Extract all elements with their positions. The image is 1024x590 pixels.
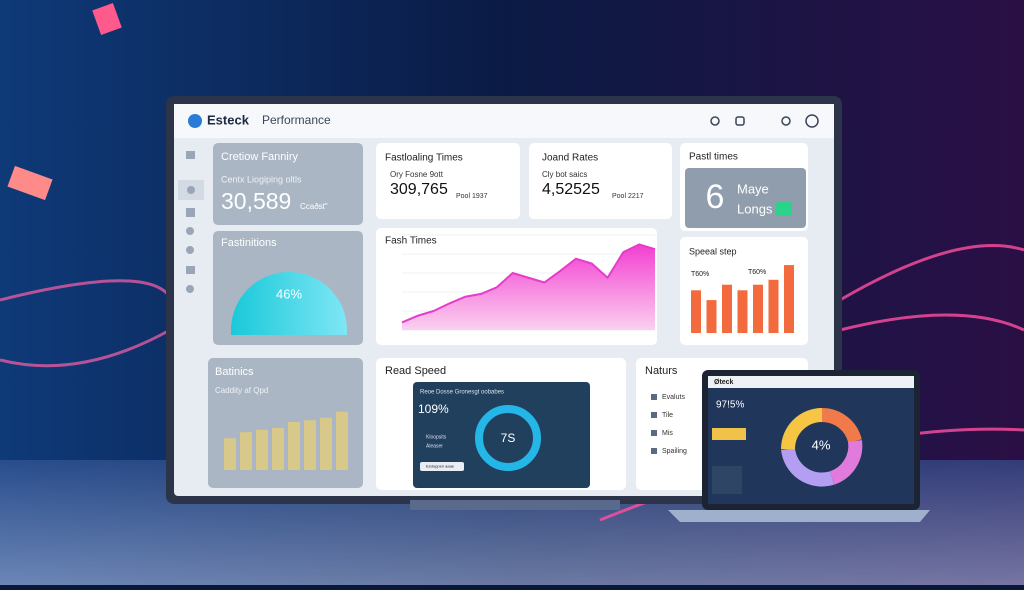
gauge-value: 46% — [276, 286, 302, 301]
area-line — [401, 243, 656, 324]
button[interactable] — [420, 462, 464, 471]
card-title: Read Speed — [385, 365, 446, 377]
list-icon — [651, 448, 657, 454]
gauge-arc — [231, 272, 347, 335]
settings-icon[interactable] — [781, 116, 791, 126]
bar — [768, 279, 779, 333]
legend-item: Kloopsits — [426, 434, 447, 440]
logo: Esteck — [207, 112, 250, 127]
nav-icon[interactable] — [186, 246, 194, 254]
list-item: Mis — [662, 430, 673, 437]
card-note: Pool 2217 — [612, 193, 644, 200]
donut-segment — [781, 447, 835, 487]
card-subtitle: Centx Liogiping oltls — [221, 174, 302, 184]
past-line: Maye — [737, 181, 769, 196]
nav-icon[interactable] — [187, 186, 195, 194]
bar — [256, 429, 268, 470]
button-label[interactable]: Esdoppen aaae — [426, 464, 455, 469]
card-subtitle: Ory Fosne 9ott — [390, 170, 444, 179]
inner-value: 109% — [418, 402, 449, 416]
donut-segment — [781, 408, 823, 450]
laptop-header — [708, 376, 914, 388]
donut-center: 7S — [501, 431, 516, 445]
bar-label: T60% — [748, 269, 766, 276]
header-bar — [174, 104, 834, 138]
list-icon — [651, 412, 657, 418]
window-icon[interactable] — [735, 116, 745, 126]
card-value: 309,765 — [390, 181, 448, 198]
card-value: 30,589 — [221, 188, 291, 214]
bar — [722, 284, 732, 333]
past-line: Longs — [737, 201, 773, 216]
nav-icon[interactable] — [186, 285, 194, 293]
laptop-logo: Øteck — [714, 379, 734, 386]
bar — [240, 432, 252, 470]
card-subtitle: Cly bot saics — [542, 170, 587, 179]
laptop-tag — [712, 428, 746, 440]
list-item: Tile — [662, 412, 673, 419]
card-note: Ccaðst" — [300, 202, 328, 211]
card-title: Joand Rates — [542, 153, 598, 164]
list-icon — [651, 430, 657, 436]
list-item: Spailing — [662, 448, 687, 455]
bar — [320, 417, 332, 470]
decoration — [7, 165, 53, 201]
bar — [753, 284, 763, 333]
inner-title: Reoe Dosse Gronesgt oobabes — [420, 390, 504, 396]
monitor-stand — [410, 500, 620, 510]
card-title: Fastloaling Times — [385, 153, 463, 164]
bar — [304, 420, 316, 470]
list-icon — [651, 394, 657, 400]
check-icon — [776, 202, 792, 216]
highlight-box — [685, 168, 806, 228]
nav-icon[interactable] — [186, 208, 195, 217]
legend-item: Aleaser — [426, 443, 443, 449]
bar — [737, 290, 748, 333]
user-icon[interactable] — [710, 116, 720, 126]
bar — [224, 438, 236, 470]
nav-icon[interactable] — [186, 151, 195, 159]
card — [529, 143, 672, 219]
card-title: Batinics — [215, 366, 254, 378]
bar — [691, 290, 701, 333]
bar — [784, 265, 794, 333]
bar — [336, 411, 348, 470]
laptop-base — [668, 510, 930, 522]
avatar[interactable] — [805, 114, 819, 128]
laptop-donut-center: 4% — [812, 437, 831, 452]
card-title: Pastl times — [689, 152, 738, 163]
list-item: Evaluts — [662, 394, 685, 401]
donut-segment — [829, 440, 863, 485]
laptop-tag — [712, 466, 742, 494]
card-title: Naturs — [645, 365, 678, 377]
bar — [706, 300, 717, 333]
bar — [288, 422, 300, 470]
card-title: Fastinitions — [221, 237, 277, 249]
card — [213, 143, 363, 225]
nav-icon[interactable] — [186, 266, 195, 274]
bar-label: T60% — [691, 271, 709, 278]
card — [376, 143, 520, 219]
laptop-value: 97!5% — [716, 400, 744, 411]
card-title: Speeal step — [689, 246, 737, 256]
donut-segment — [821, 408, 862, 444]
card-title: Fash Times — [385, 236, 437, 247]
card-value: 4,52525 — [542, 181, 600, 198]
nav-icon[interactable] — [186, 227, 194, 235]
logo-icon — [188, 114, 202, 128]
donut — [475, 405, 541, 471]
decoration — [92, 3, 122, 35]
inner-panel — [413, 382, 590, 488]
card-subtitle: Caddity af Qpd — [215, 386, 268, 395]
area — [402, 244, 655, 330]
past-value: 6 — [706, 178, 725, 216]
page-title: Performance — [262, 113, 331, 127]
bar — [272, 428, 284, 470]
card-title: Cretiow Fanniry — [221, 151, 299, 163]
card-note: Pool 1937 — [456, 193, 488, 200]
